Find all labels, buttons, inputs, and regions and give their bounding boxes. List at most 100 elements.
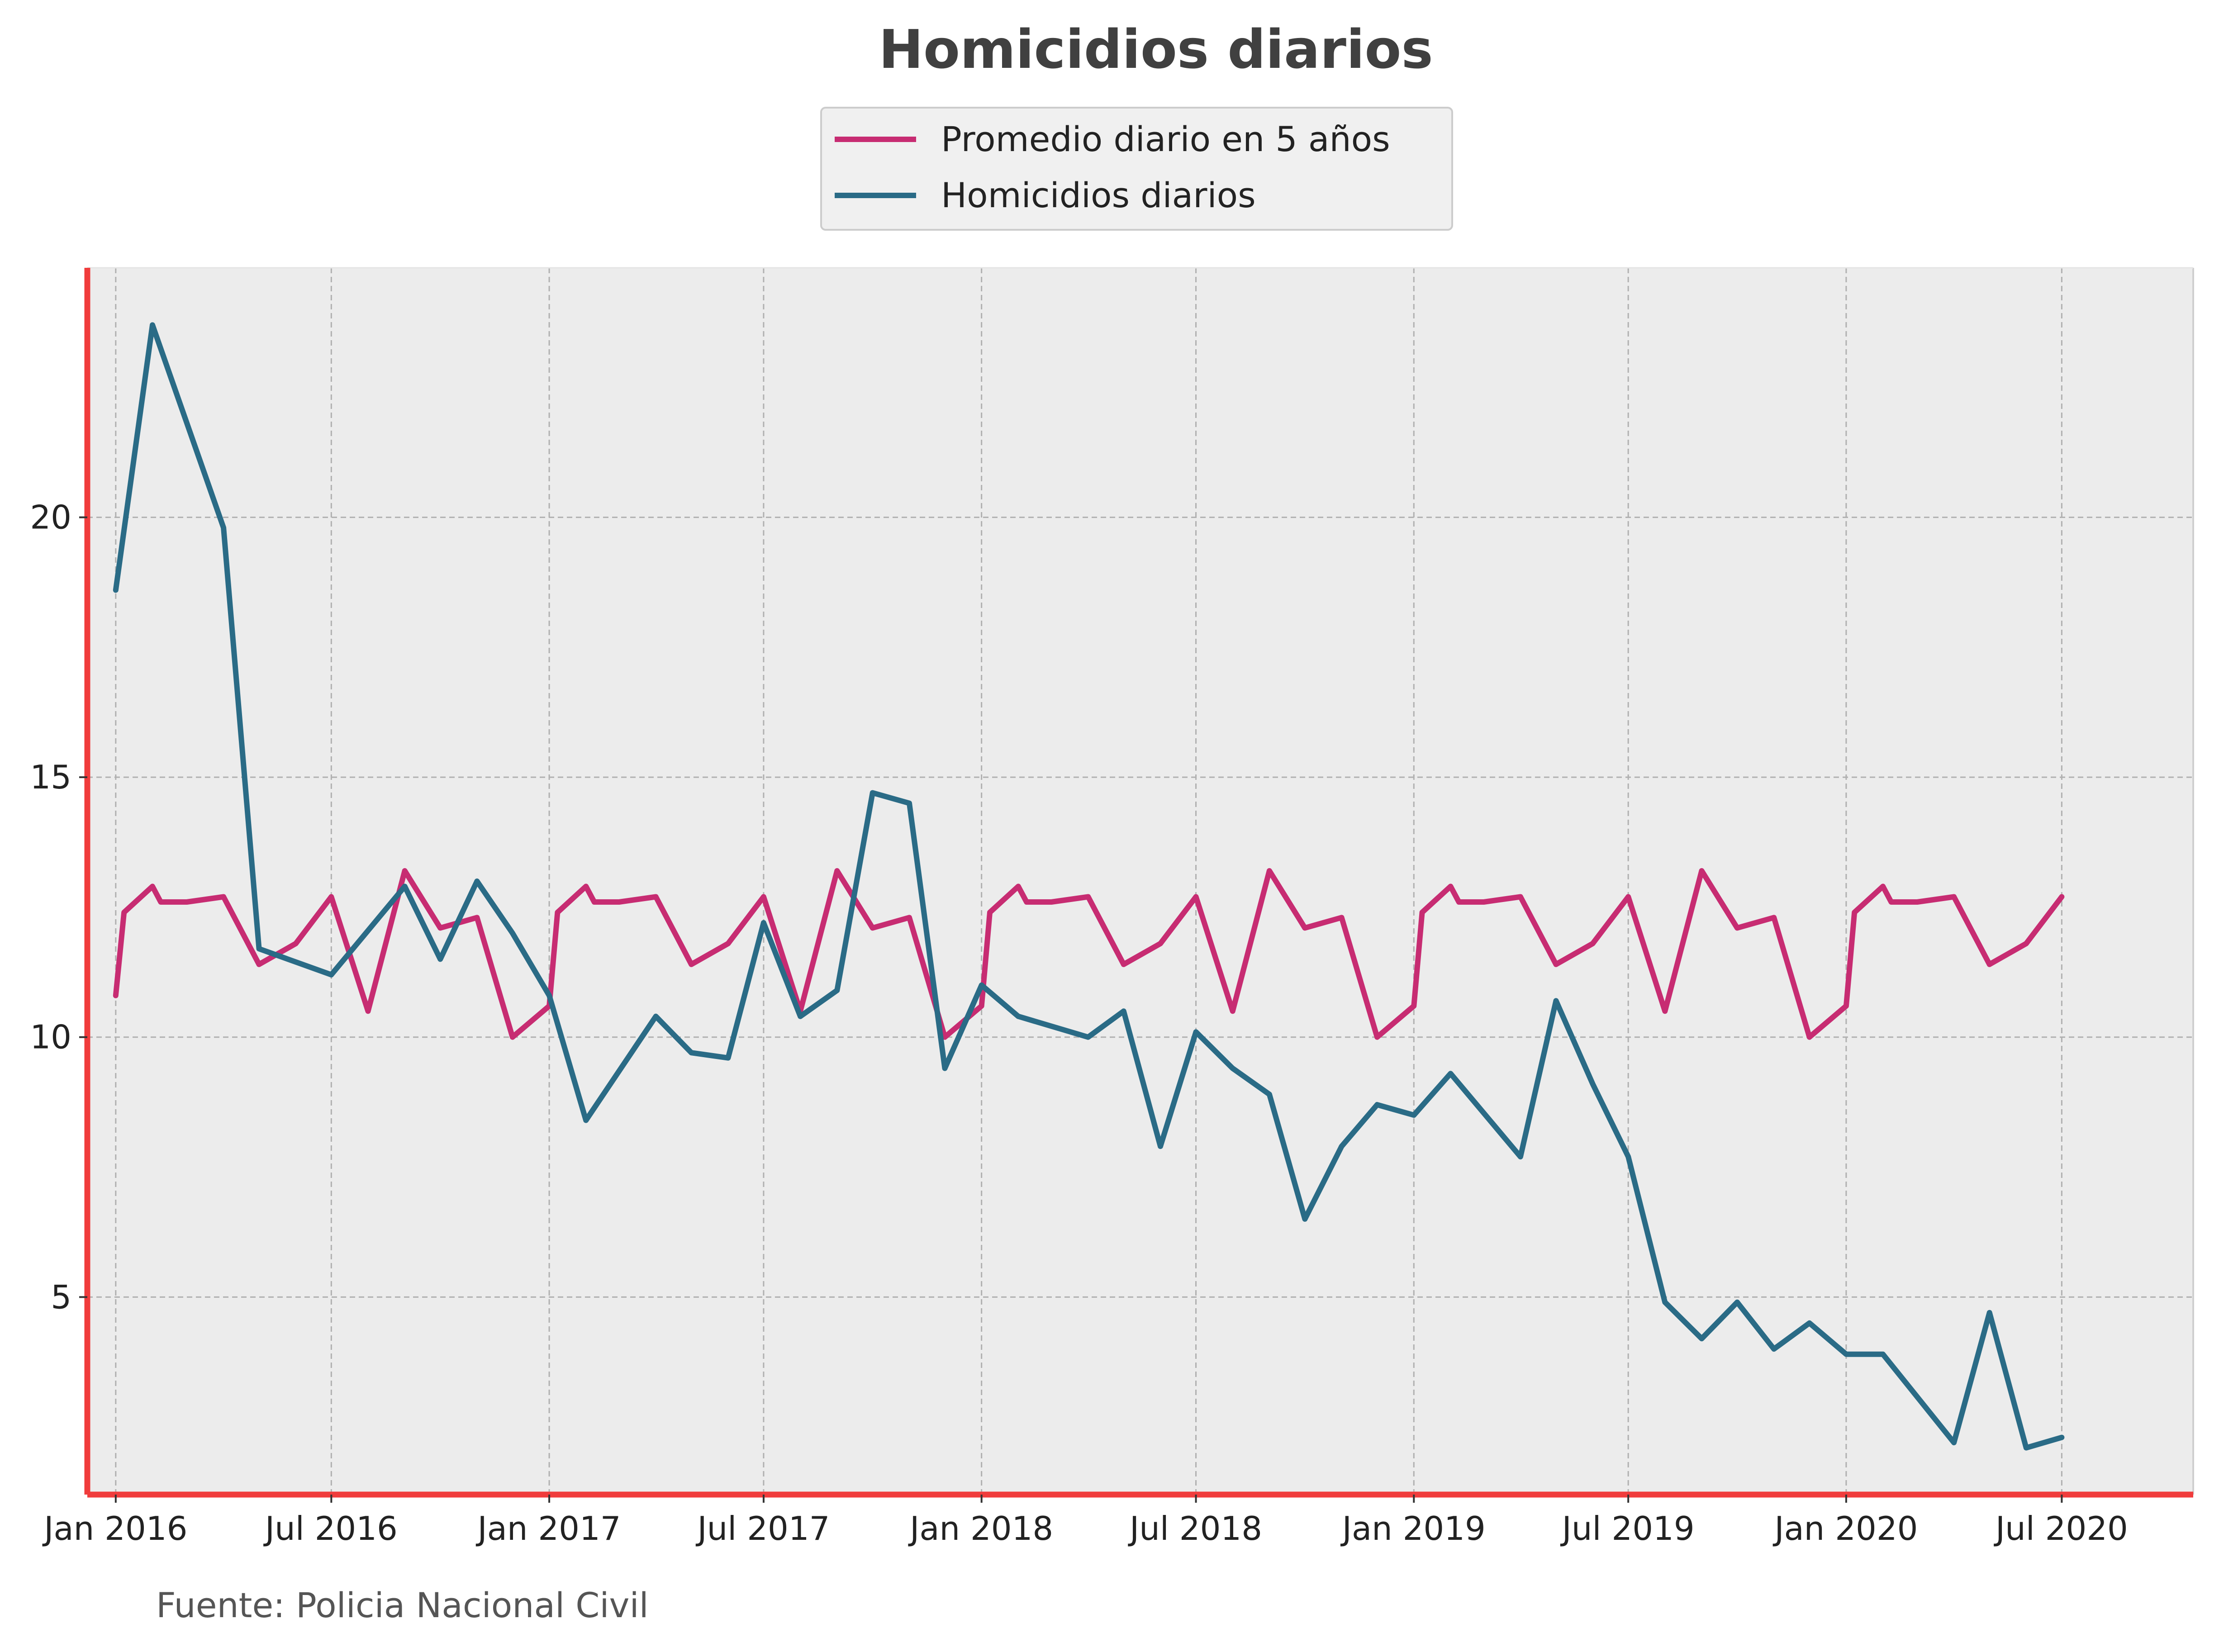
data-point [1701, 1338, 1702, 1339]
data-point [2026, 943, 2027, 944]
data-point [1882, 886, 1883, 887]
data-point [836, 870, 837, 871]
data-point [115, 589, 116, 590]
data-point [1773, 917, 1774, 918]
legend-box [820, 107, 1453, 231]
data-point [2061, 1437, 2062, 1438]
data-point [1628, 1156, 1629, 1157]
data-point [115, 995, 116, 996]
data-point [945, 1037, 946, 1038]
data-point [557, 912, 558, 913]
data-point [1232, 1068, 1233, 1069]
data-point [763, 922, 764, 923]
data-point [1701, 870, 1702, 871]
data-point [691, 964, 692, 965]
data-point [440, 927, 441, 928]
data-point [1341, 1146, 1342, 1147]
data-point [549, 995, 550, 996]
data-point [1269, 870, 1270, 871]
data-point [1018, 1016, 1019, 1017]
series-line-homicidios [113, 322, 2065, 1451]
data-point [1555, 1000, 1556, 1001]
data-point [2061, 896, 2062, 897]
axis-ticks: 5 10 15 20 Jan 2016 Jul 2016 Jan 2017 Jul 2017 J… [30, 498, 2128, 1548]
data-point [909, 917, 910, 918]
data-point [989, 912, 990, 913]
data-point [585, 886, 586, 887]
data-point [981, 985, 982, 986]
data-point [1304, 1219, 1305, 1220]
data-point [1377, 1104, 1378, 1105]
x-tick-label: Jan 2019 [1340, 1510, 1486, 1548]
data-point [1196, 896, 1197, 897]
data-point [945, 1068, 946, 1069]
data-point [152, 886, 153, 887]
x-tick-label: Jul 2018 [1128, 1510, 1262, 1548]
data-point [152, 324, 153, 325]
data-point [1628, 896, 1629, 897]
legend-label-homicidios: Homicidios diarios [941, 175, 1256, 215]
data-point [223, 527, 224, 528]
data-point [1809, 1037, 1810, 1038]
data-point [1018, 886, 1019, 887]
data-point [1520, 1156, 1521, 1157]
data-point [1953, 1442, 1954, 1443]
data-point [1846, 1354, 1847, 1355]
data-point [1555, 964, 1556, 965]
y-tick-label: 10 [30, 1018, 71, 1056]
data-point [1450, 1073, 1451, 1074]
data-point [1377, 1037, 1378, 1038]
y-tick-label: 20 [30, 498, 71, 536]
data-point [1422, 912, 1423, 913]
data-point [1592, 943, 1593, 944]
data-point [259, 964, 260, 965]
data-point [1304, 927, 1305, 928]
data-point [1520, 896, 1521, 897]
data-point [1341, 917, 1342, 918]
source-note: Fuente: Policia Nacional Civil [156, 1585, 649, 1625]
data-point [1989, 964, 1990, 965]
series-layer [113, 322, 2065, 1451]
data-point [1664, 1302, 1665, 1303]
data-point [800, 1016, 801, 1017]
chart-title: Homicidios diarios [879, 18, 1433, 81]
data-point [404, 870, 405, 871]
data-point [727, 1058, 728, 1059]
data-point [1882, 1354, 1883, 1355]
x-tick-label: Jul 2020 [1994, 1510, 2128, 1548]
legend: Promedio diario en 5 años Homicidios dia… [820, 107, 1453, 231]
x-tick-label: Jan 2020 [1772, 1510, 1918, 1548]
data-point [1989, 1312, 1990, 1313]
data-point [476, 881, 477, 882]
x-tick-label: Jan 2017 [476, 1510, 621, 1548]
legend-label-promedio: Promedio diario en 5 años [941, 119, 1390, 159]
data-point [476, 917, 477, 918]
data-point [223, 896, 224, 897]
x-tick-label: Jan 2018 [908, 1510, 1053, 1548]
data-point [331, 896, 332, 897]
data-point [404, 886, 405, 887]
data-point [259, 948, 260, 949]
series-line-promedio [113, 868, 2065, 1040]
data-point [1196, 1031, 1197, 1032]
data-point [295, 943, 296, 944]
data-point [763, 896, 764, 897]
plot-area [87, 268, 2193, 1495]
data-point [691, 1052, 692, 1053]
y-tick-label: 5 [51, 1278, 71, 1316]
data-point [872, 927, 873, 928]
data-point [1592, 1083, 1593, 1084]
data-point [727, 943, 728, 944]
x-tick-label: Jul 2019 [1560, 1510, 1695, 1548]
data-point [1953, 896, 1954, 897]
data-point [1737, 1302, 1738, 1303]
data-point [512, 1037, 513, 1038]
data-point [1160, 1146, 1161, 1147]
data-point [1809, 1323, 1810, 1324]
data-point [1160, 943, 1161, 944]
grid-lines [87, 268, 2193, 1495]
y-tick-label: 15 [30, 758, 71, 796]
data-point [1123, 964, 1124, 965]
data-point [1450, 886, 1451, 887]
